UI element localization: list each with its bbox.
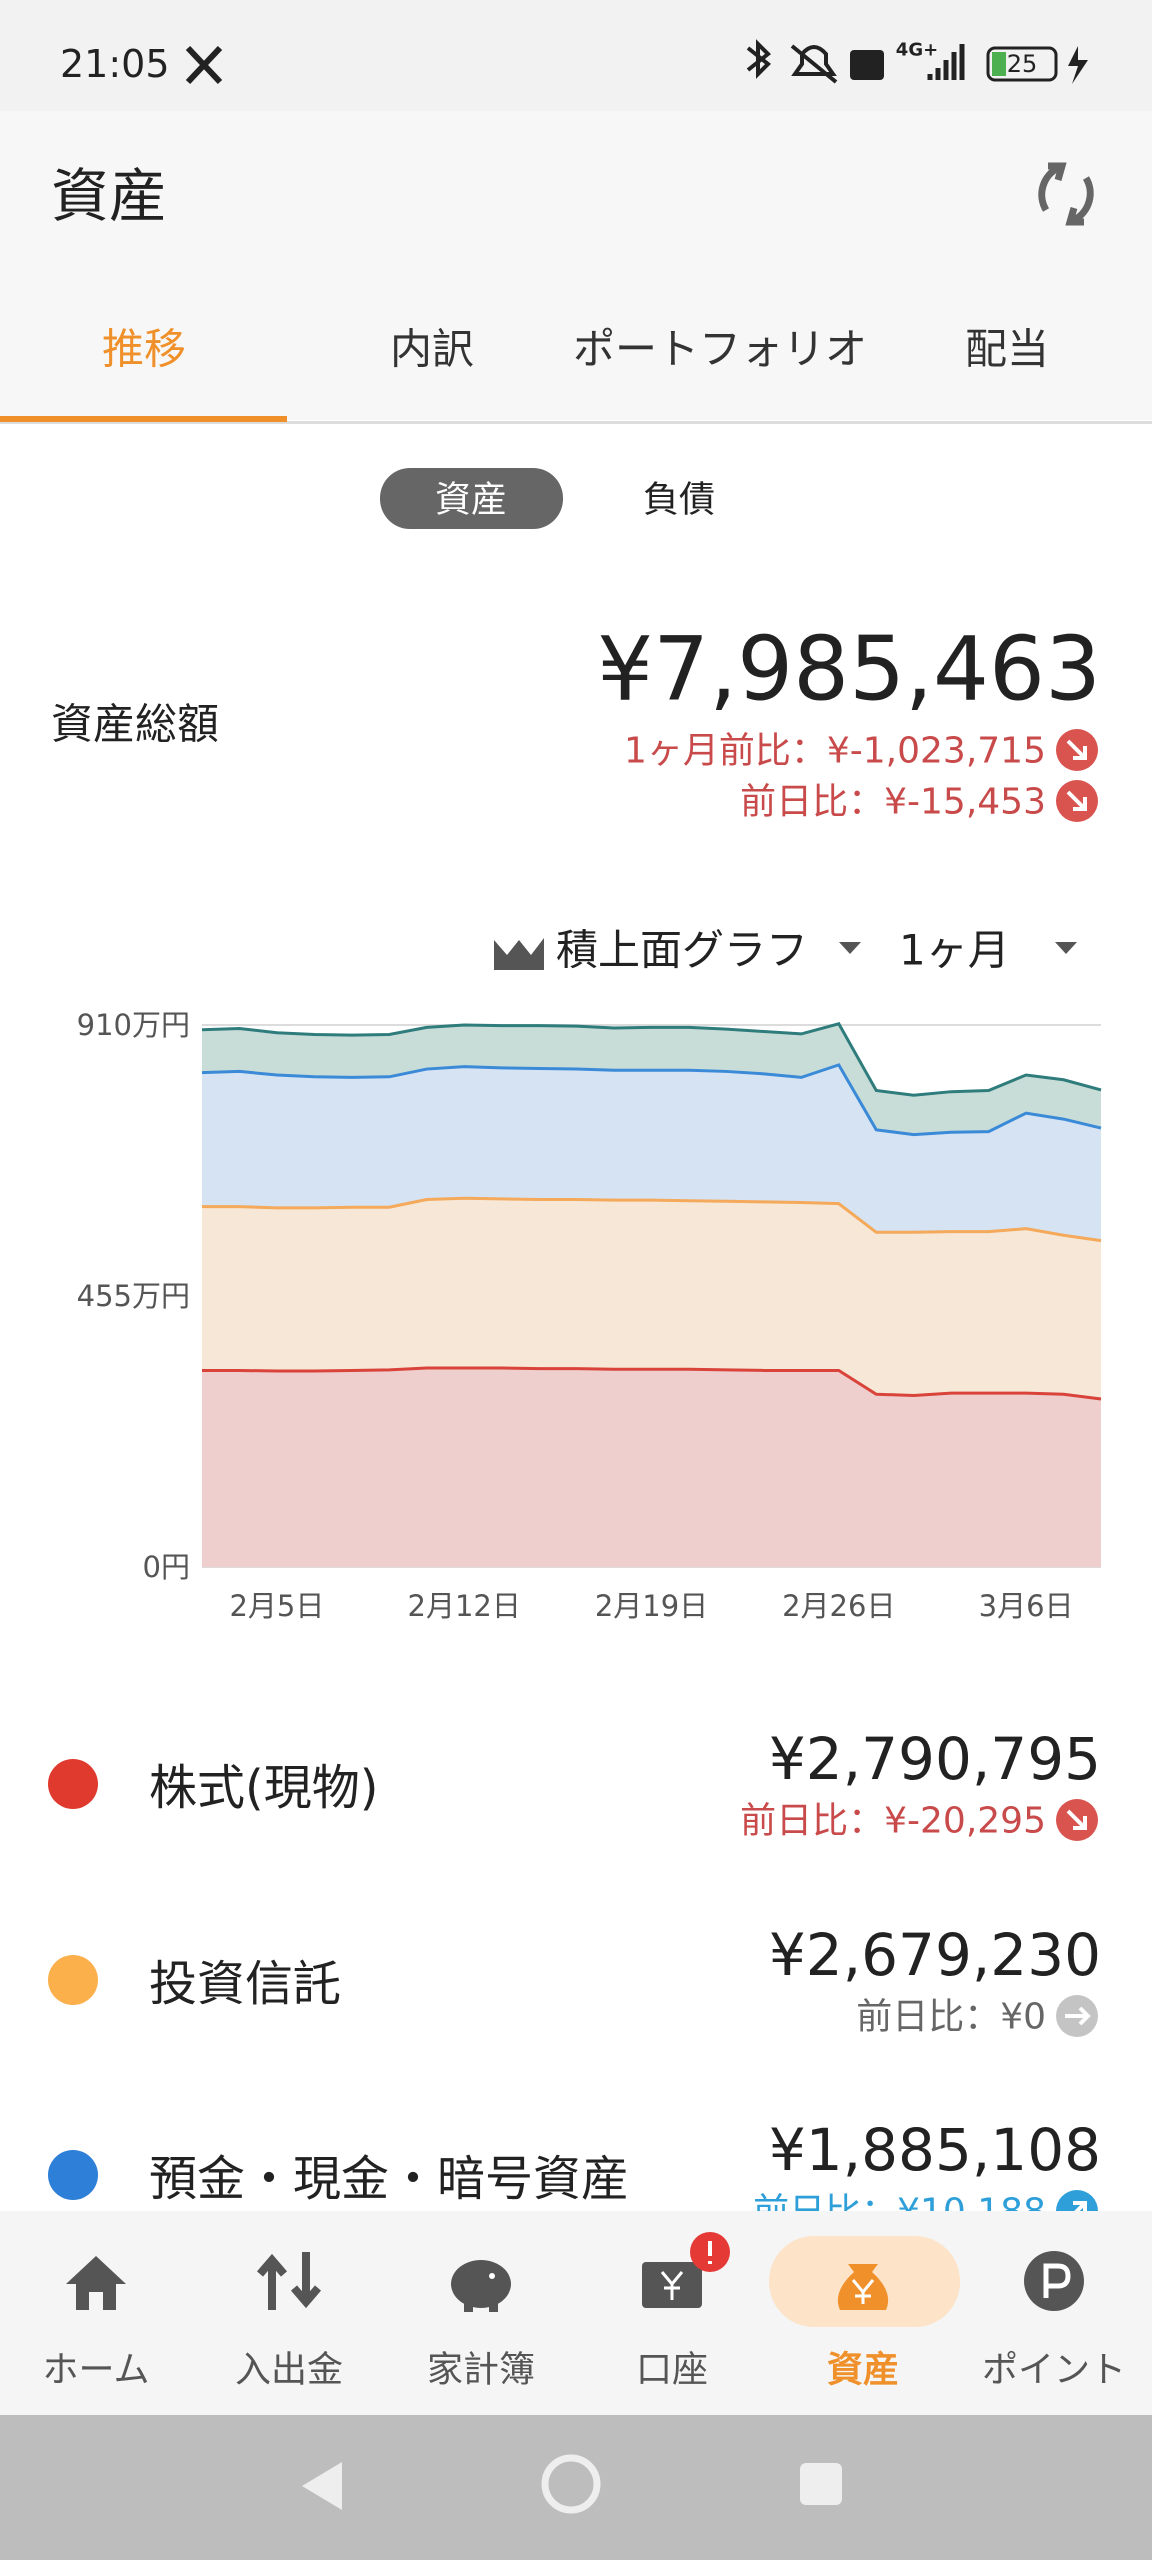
asset-amount: ¥1,885,108	[769, 2116, 1101, 2184]
point-icon	[1024, 2251, 1084, 2311]
charging-icon	[1068, 46, 1088, 84]
bluetooth-icon	[746, 39, 771, 79]
tab[interactable]: 配当	[965, 325, 1049, 374]
area-chart-icon	[494, 938, 544, 970]
asset-icon	[837, 2264, 889, 2310]
month-change: 1ヶ月前比：¥-1,023,715	[624, 731, 1046, 772]
asset-name: 株式(現物)	[149, 1760, 378, 1816]
transfer-icon	[256, 2252, 322, 2310]
refresh-arrow	[1048, 162, 1067, 181]
nav-label[interactable]: 家計簿	[427, 2350, 535, 2391]
x-tick-label: 2月12日	[408, 1589, 521, 1623]
area-line	[201, 1063, 1102, 1137]
area	[202, 1064, 1101, 1241]
recents-button[interactable]	[800, 2463, 842, 2505]
chart-kind[interactable]: 積上面グラフ	[556, 926, 808, 975]
area-line	[201, 1022, 1102, 1097]
toggle-option[interactable]: 資産	[435, 480, 507, 521]
mute-icon	[790, 44, 838, 84]
home-button[interactable]	[541, 2454, 601, 2514]
home-icon	[66, 2256, 126, 2310]
asset-amount: ¥2,679,230	[769, 1921, 1101, 1989]
period[interactable]: 1ヶ月	[899, 926, 1010, 975]
refresh-button[interactable]	[1038, 162, 1094, 226]
area	[202, 1023, 1101, 1135]
piggy-icon	[451, 2260, 511, 2312]
area-lines	[201, 1022, 1102, 1401]
asset-name: 預金・現金・暗号資産	[149, 2151, 629, 2207]
legend-dot	[48, 1759, 98, 1809]
header-title: 資産	[51, 162, 167, 230]
x-tick-label: 2月5日	[229, 1589, 324, 1623]
y-tick-label: 455万円	[77, 1279, 190, 1313]
nav-label[interactable]: 入出金	[235, 2350, 343, 2391]
battery-icon	[986, 46, 1058, 82]
trend-arrow	[1065, 2006, 1091, 2026]
dropdown-arrow	[839, 942, 861, 954]
asset-change: 前日比：¥0	[856, 1997, 1046, 2038]
volte-icon	[850, 50, 884, 80]
legend-dot	[48, 2150, 98, 2200]
asset-amount: ¥2,790,795	[769, 1725, 1101, 1793]
area	[202, 1368, 1101, 1567]
signal-icon	[927, 44, 965, 80]
y-tick-label: 0円	[143, 1550, 190, 1584]
bottom-nav	[0, 2211, 1152, 2415]
back-button[interactable]	[302, 2462, 342, 2510]
refresh-arc	[1072, 176, 1094, 224]
x-tick-label: 2月19日	[595, 1589, 708, 1623]
y-tick-label: 910万円	[77, 1008, 190, 1042]
legend-dot	[48, 1955, 98, 2005]
tab[interactable]: 内訳	[390, 325, 474, 374]
nav-label[interactable]: 口座	[636, 2350, 708, 2391]
tab-indicator	[0, 416, 287, 422]
refresh-arrow	[1065, 207, 1084, 226]
x-icon	[185, 45, 223, 85]
battery-label: 25	[1007, 50, 1038, 78]
nav-label[interactable]: ポイント	[982, 2350, 1126, 2391]
area-line	[202, 1366, 1102, 1401]
area-fills	[202, 1023, 1101, 1567]
total-label: 資産総額	[51, 700, 219, 749]
status-bar	[0, 0, 1152, 111]
nav-label[interactable]: ホーム	[43, 2350, 150, 2391]
area-line	[202, 1196, 1102, 1243]
time: 21:05	[60, 42, 170, 86]
down-icon	[1056, 780, 1098, 822]
trend-arrow	[1066, 1809, 1087, 1830]
refresh-arc	[1038, 164, 1060, 212]
x-tick-label: 2月26日	[782, 1589, 895, 1623]
toggle-option[interactable]: 負債	[643, 480, 715, 521]
tab[interactable]: ポートフォリオ	[573, 325, 867, 374]
account-icon	[642, 2232, 730, 2308]
nav-label[interactable]: 資産	[827, 2350, 899, 2391]
dropdown-arrow	[1055, 942, 1077, 954]
x-tick-label: 3月6日	[979, 1589, 1074, 1623]
plot: 0円 455万円 910万円 2月5日 2月12日 2月19日 2月26日 3月6日	[77, 1008, 1102, 1623]
down-icon	[1056, 729, 1098, 771]
tab[interactable]: 推移	[102, 325, 186, 374]
tab-divider	[0, 421, 1152, 424]
battery-level	[992, 52, 1006, 76]
asset-name: 投資信託	[149, 1956, 341, 2012]
system-nav	[0, 2415, 1152, 2560]
asset-change: 前日比：¥-20,295	[740, 1801, 1046, 1842]
total-amount: ¥7,985,463	[597, 618, 1101, 721]
toggle-active[interactable]	[380, 468, 563, 529]
network-label: 4G+	[896, 40, 938, 61]
day-change: 前日比：¥-15,453	[740, 782, 1046, 823]
area	[202, 1198, 1101, 1400]
